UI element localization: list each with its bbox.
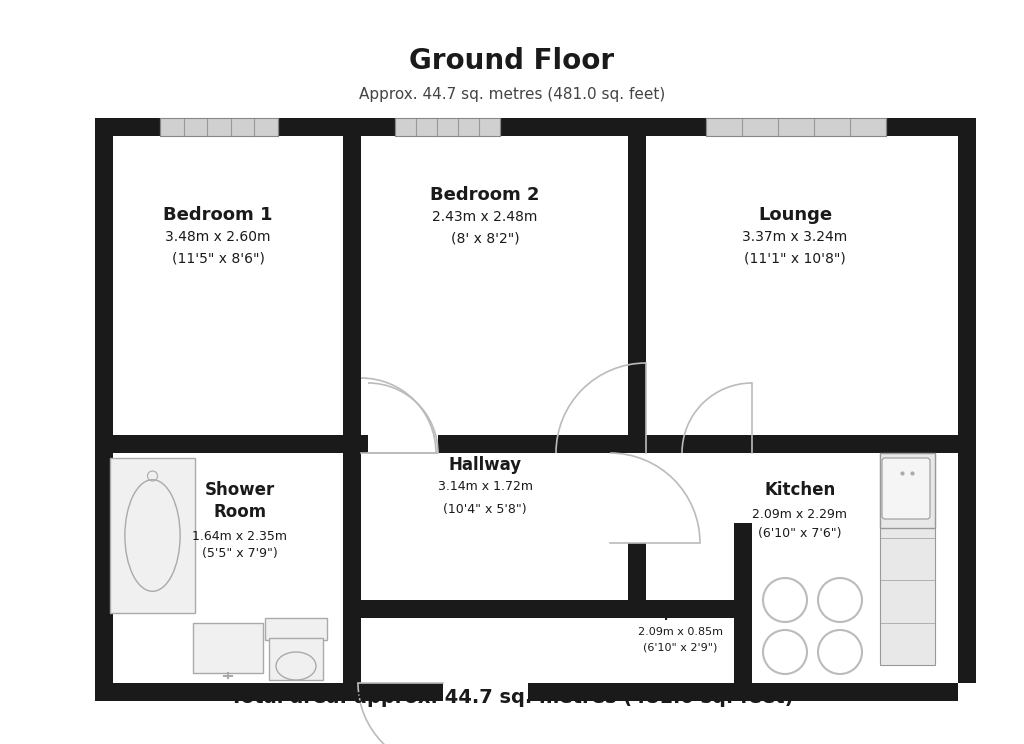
Text: 2.43m x 2.48m: 2.43m x 2.48m (432, 210, 538, 224)
Text: Room: Room (213, 503, 266, 521)
Bar (343, 435, 368, 453)
Bar (752, 453, 958, 683)
Text: Shower: Shower (205, 481, 275, 499)
Bar (628, 453, 648, 543)
Bar (343, 600, 734, 618)
Bar (193, 623, 263, 673)
Bar (706, 118, 886, 136)
Text: 2.09m x 0.85m: 2.09m x 0.85m (638, 627, 723, 637)
Bar (628, 435, 958, 453)
Text: 3.14m x 1.72m: 3.14m x 1.72m (437, 481, 532, 493)
Bar (880, 453, 935, 665)
Bar (113, 453, 343, 683)
Text: Hallway: Hallway (449, 456, 521, 474)
Text: (11'1" x 10'8"): (11'1" x 10'8") (744, 252, 846, 266)
Text: Bedroom 1: Bedroom 1 (163, 206, 272, 224)
Text: Approx. 44.7 sq. metres (481.0 sq. feet): Approx. 44.7 sq. metres (481.0 sq. feet) (358, 87, 666, 102)
Text: Cupboard: Cupboard (646, 606, 714, 620)
Bar (628, 435, 646, 600)
Bar (628, 118, 646, 435)
Bar (110, 458, 195, 613)
Text: (8' x 8'2"): (8' x 8'2") (451, 232, 519, 246)
Bar (343, 435, 361, 683)
Bar (343, 118, 361, 435)
Text: (10'4" x 5'8"): (10'4" x 5'8") (443, 502, 526, 516)
Bar (95, 435, 343, 453)
Bar (160, 118, 278, 136)
Text: (5'5" x 7'9"): (5'5" x 7'9") (202, 548, 278, 560)
Bar (443, 683, 528, 703)
Text: (6'10" x 7'6"): (6'10" x 7'6") (758, 527, 842, 539)
Text: Total area: approx. 44.7 sq. metres (481.0 sq. feet): Total area: approx. 44.7 sq. metres (481… (230, 688, 794, 708)
Bar (95, 118, 113, 683)
Bar (95, 118, 958, 136)
Bar (706, 118, 886, 136)
Text: (11'5" x 8'6"): (11'5" x 8'6") (172, 252, 264, 266)
Bar (113, 136, 343, 435)
Text: Kitchen: Kitchen (764, 481, 836, 499)
Bar (646, 136, 958, 435)
Bar (880, 453, 935, 528)
Bar (395, 118, 500, 136)
Bar (95, 683, 958, 701)
Text: 1.64m x 2.35m: 1.64m x 2.35m (193, 530, 288, 544)
FancyBboxPatch shape (882, 458, 930, 519)
Bar (395, 118, 500, 136)
Text: 3.48m x 2.60m: 3.48m x 2.60m (165, 230, 270, 244)
Text: Ground Floor: Ground Floor (410, 47, 614, 75)
Bar (160, 118, 278, 136)
Bar (361, 453, 628, 600)
Text: 3.37m x 3.24m: 3.37m x 3.24m (742, 230, 848, 244)
Text: 2.09m x 2.29m: 2.09m x 2.29m (753, 508, 848, 522)
Bar (734, 453, 754, 523)
Text: Lounge: Lounge (758, 206, 833, 224)
Bar (361, 136, 628, 435)
Bar (734, 435, 752, 683)
Bar (269, 638, 323, 680)
Bar (438, 435, 628, 453)
Bar (265, 618, 327, 640)
Bar (958, 118, 976, 683)
Text: (6'10" x 2'9"): (6'10" x 2'9") (643, 643, 717, 653)
Bar (646, 618, 734, 683)
Text: Bedroom 2: Bedroom 2 (430, 186, 540, 204)
